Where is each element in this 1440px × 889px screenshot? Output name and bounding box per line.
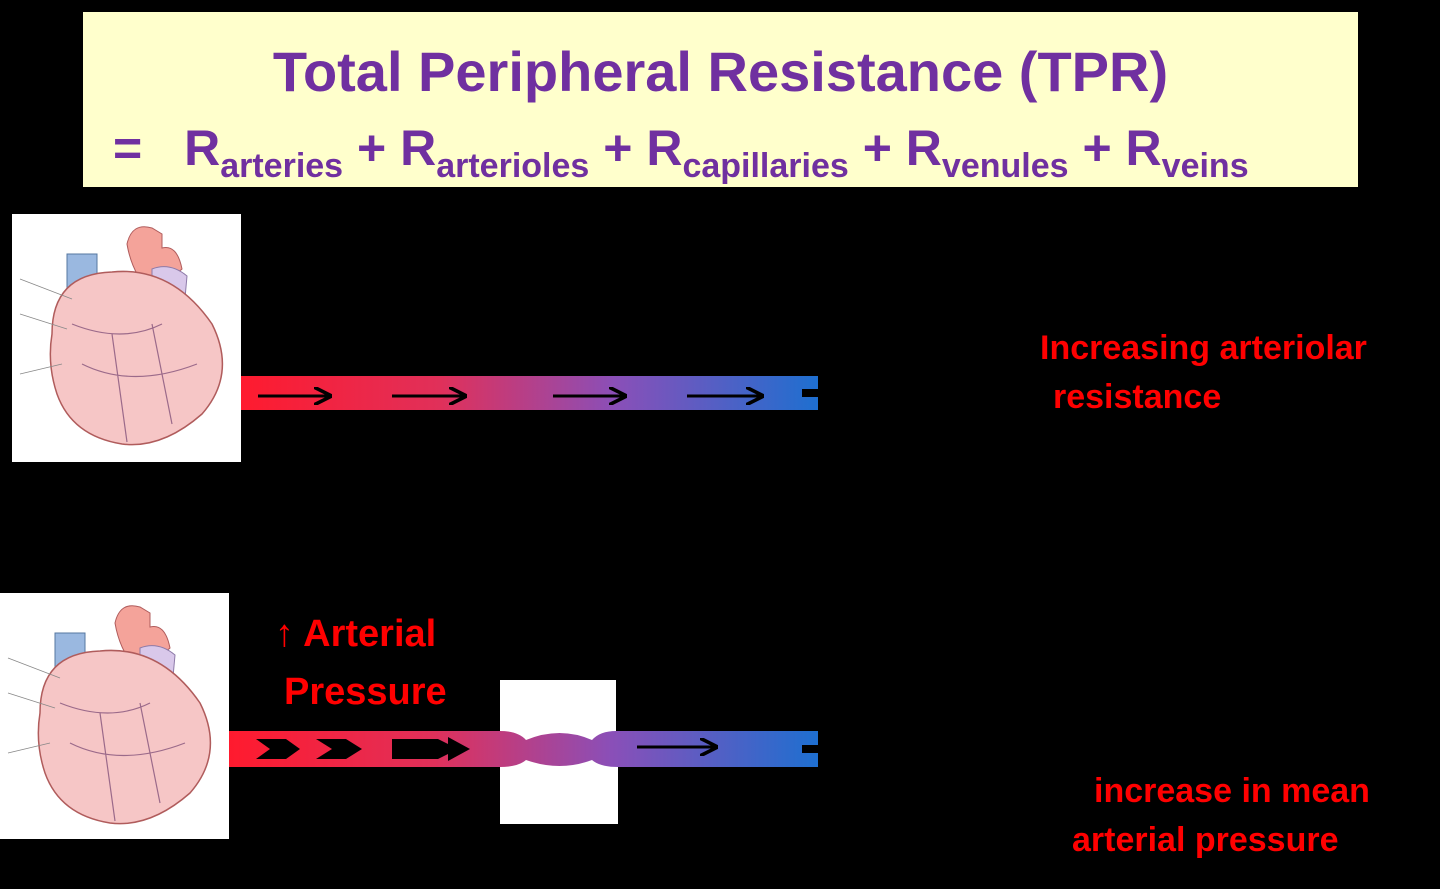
chevron-arrow-icon xyxy=(392,739,458,759)
term-arteries: Rarteries xyxy=(184,120,344,185)
heart-illustration-bottom xyxy=(0,593,229,839)
term-veins: Rveins xyxy=(1125,120,1249,185)
title-box: Total Peripheral Resistance (TPR) = Rart… xyxy=(83,12,1358,187)
equals-sign: = xyxy=(113,120,143,176)
chevron-arrow-icon xyxy=(256,739,300,759)
term-capillaries: Rcapillaries xyxy=(646,120,849,185)
mean-pressure-label-line2: arterial pressure xyxy=(1072,821,1339,859)
constricted-vessel xyxy=(228,680,818,824)
increasing-resistance-label-line2: resistance xyxy=(1053,378,1222,416)
term-venules: Rvenules xyxy=(905,120,1069,185)
plus-sign: + xyxy=(603,120,633,176)
page-title: Total Peripheral Resistance (TPR) xyxy=(272,40,1169,103)
heart-illustration-top xyxy=(12,214,241,462)
plus-sign: + xyxy=(1082,120,1112,176)
increasing-resistance-label-line1: Increasing arteriolar xyxy=(1040,329,1367,367)
chevron-arrow-icon xyxy=(316,739,362,759)
term-arterioles: Rarterioles xyxy=(400,120,590,185)
arterial-pressure-label-line2: Pressure xyxy=(284,671,447,713)
plus-sign: + xyxy=(862,120,892,176)
heart-icon xyxy=(19,226,224,446)
chevron-arrow-icon xyxy=(448,737,470,761)
constriction-clamp-bottom xyxy=(500,760,618,824)
tpr-equation: = Rarteries + Rarterioles + Rcapillaries… xyxy=(113,116,1343,185)
heart-icon xyxy=(7,605,212,825)
normal-vessel xyxy=(238,376,818,410)
mean-pressure-label-line1: increase in mean xyxy=(1094,772,1370,810)
plus-sign: + xyxy=(357,120,387,176)
constriction-clamp-top xyxy=(500,680,616,740)
arterial-pressure-label-line1: ↑ Arterial xyxy=(275,613,437,655)
